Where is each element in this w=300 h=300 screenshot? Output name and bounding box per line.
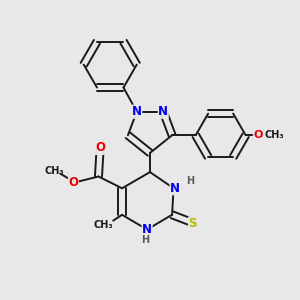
Text: CH₃: CH₃ (44, 166, 64, 176)
Text: N: N (132, 105, 142, 118)
Text: H: H (142, 235, 150, 245)
Text: CH₃: CH₃ (93, 220, 113, 230)
Text: O: O (95, 141, 105, 154)
Text: S: S (188, 217, 197, 230)
Text: H: H (186, 176, 194, 186)
Text: O: O (254, 130, 263, 140)
Text: N: N (170, 182, 180, 195)
Text: N: N (158, 105, 168, 118)
Text: O: O (68, 176, 78, 189)
Text: N: N (142, 223, 152, 236)
Text: CH₃: CH₃ (264, 130, 284, 140)
